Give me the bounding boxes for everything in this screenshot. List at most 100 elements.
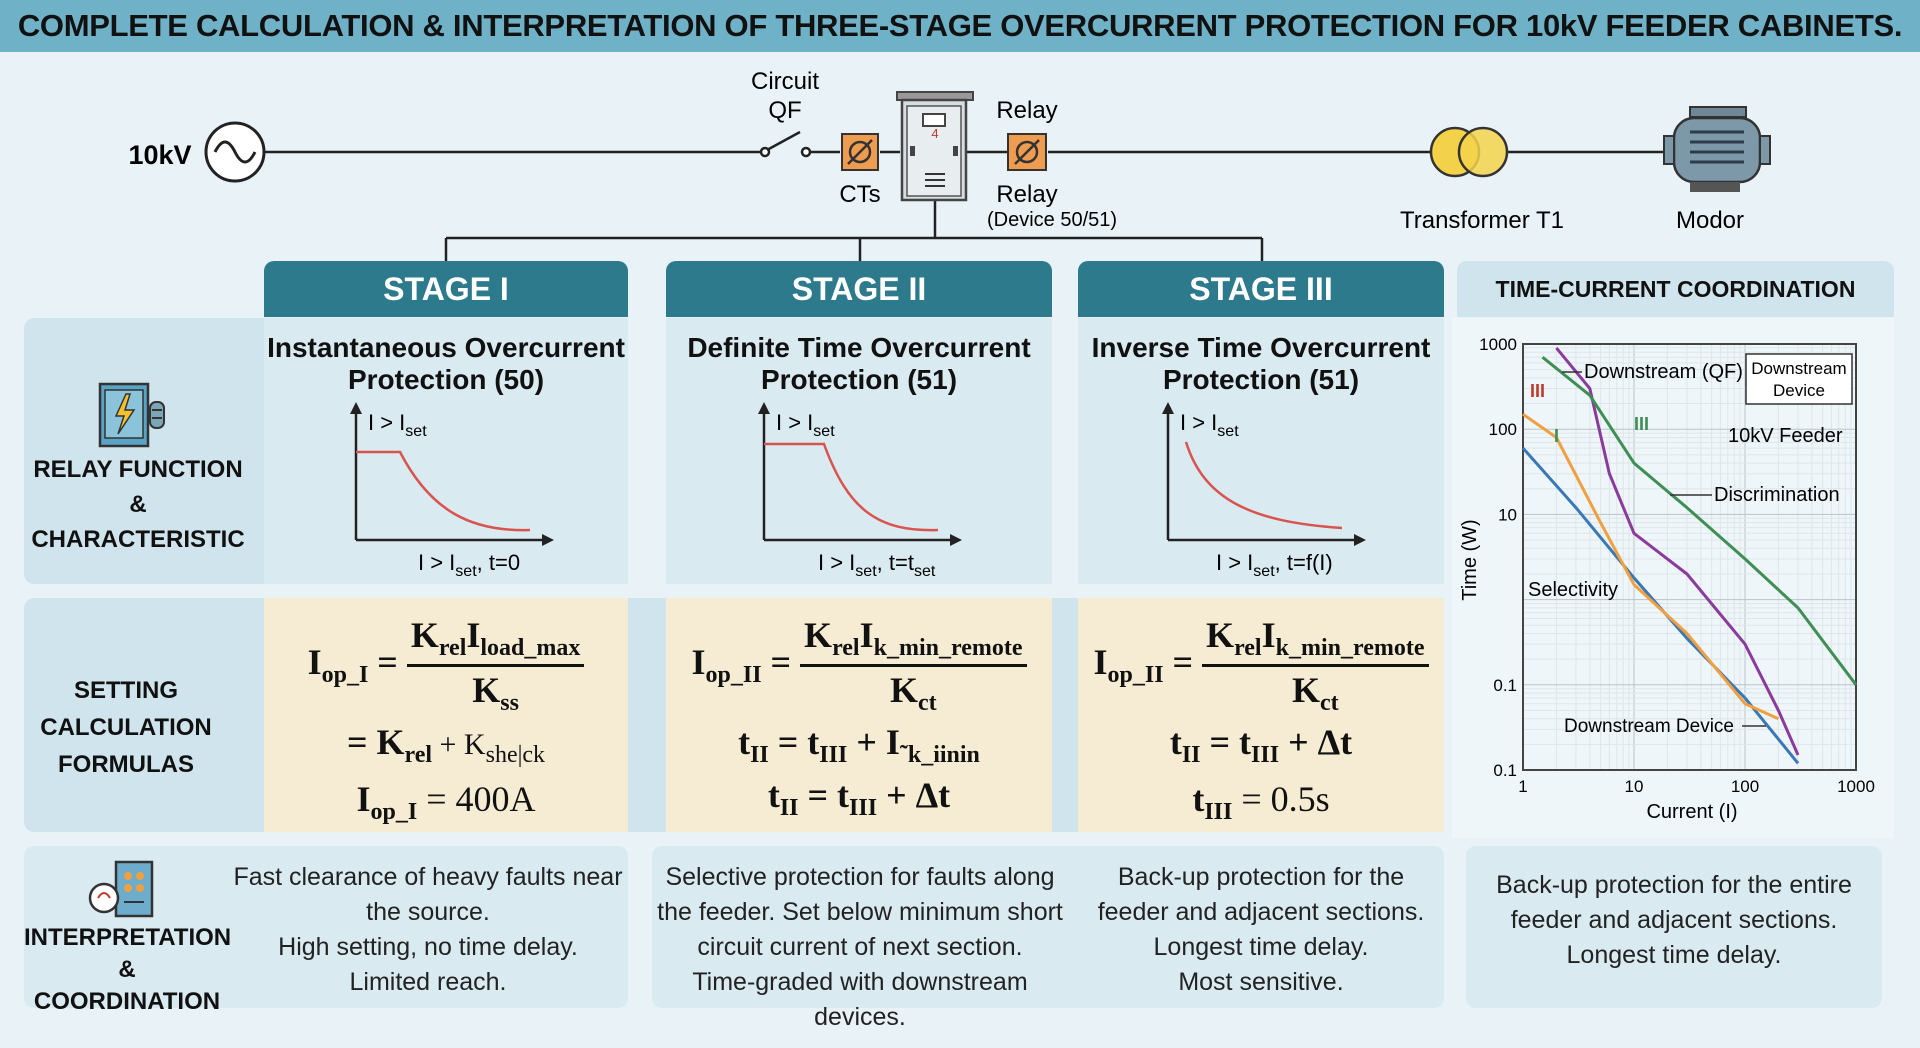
stage-3-formula-line2: tII = tIII + Δt xyxy=(1169,722,1353,769)
tcc-interp-2: feeder and adjacent sections. xyxy=(1510,906,1838,934)
stage-2-formula-cell xyxy=(666,598,1052,832)
tcc-series-group xyxy=(1521,346,1858,765)
stage-2-interp: Selective protection for faults along th… xyxy=(652,860,1068,1035)
motor-icon xyxy=(1663,106,1771,192)
stage-3-formula-cell xyxy=(1078,598,1444,832)
stage-1-formula-line2: = Krel + Kshe|ck xyxy=(346,722,546,769)
stage-1-characteristic-graph: I > Iset I > Iset, t=0 xyxy=(350,402,554,580)
stage-3-interp-4: Most sensitive. xyxy=(1178,968,1344,996)
stage-2-curve xyxy=(764,442,939,532)
stage-2-formula-line3: tII = tIII + Δt xyxy=(767,774,951,821)
row-label-interp-1: INTERPRETATION xyxy=(24,924,232,951)
tcc-ytick-label: 0.1 xyxy=(1493,761,1517,780)
breaker-label-2: QF xyxy=(768,97,801,124)
stage-2-interp-3: circuit current of next section. xyxy=(697,933,1023,961)
stage-3-characteristic-graph: I > Iset I > Iset, t=f(I) xyxy=(1162,402,1366,580)
row-interp-panel-3 xyxy=(1466,846,1882,1008)
breaker-label-1: Circuit xyxy=(751,68,819,95)
tcc-xtick-label: 1000 xyxy=(1837,777,1875,796)
cabinet-marker: 4 xyxy=(931,126,938,141)
tcc-ytick-label: 100 xyxy=(1489,420,1517,439)
ac-source-icon xyxy=(204,121,266,183)
stage-3-formula-line3: tIII = 0.5s xyxy=(1192,778,1330,825)
tcc-ann-feeder: 10kV Feeder xyxy=(1728,425,1843,447)
stage-1-interp: Fast clearance of heavy faults near the … xyxy=(228,860,628,1000)
row-label-interp: INTERPRETATION & COORDINATION xyxy=(24,922,232,1018)
stage-1-formula: Iop_I = KrelIload_max Kss = Krel + Kshe|c… xyxy=(264,614,628,826)
stage-1-header: STAGE I xyxy=(264,261,628,317)
stage-3-curve xyxy=(1184,441,1343,530)
tcc-xtick-label: 10 xyxy=(1625,777,1644,796)
tcc-header: TIME-CURRENT COORDINATION CURVE xyxy=(1457,261,1894,358)
relay-function-icon xyxy=(98,382,165,448)
row-label-setting: SETTING CALCULATION FORMULAS xyxy=(24,672,228,783)
ct-icon xyxy=(841,133,879,171)
tcc-ytick-label: 1000 xyxy=(1479,335,1517,354)
stage-3-interp-3: Longest time delay. xyxy=(1153,933,1369,961)
stage-2-title-2: Protection (51) xyxy=(760,364,958,395)
tcc-xtick-label: 100 xyxy=(1731,777,1759,796)
stage-2-formula-line2: tII = tIII + I˜k_iinin xyxy=(738,722,980,769)
stage-2-formula-line1: Iop_II = KrelIk_min_remote Kct xyxy=(666,614,1052,717)
circuit-breaker-icon xyxy=(759,130,812,158)
interpretation-icon xyxy=(88,860,154,918)
relay-device-label: (Device 50/51) xyxy=(987,209,1117,231)
stage-2-characteristic-graph: I > Iset I > Iset, t=tset xyxy=(758,402,962,580)
stage-2-interp-1: Selective protection for faults along xyxy=(665,863,1055,891)
row-label-relay: RELAY FUNCTION & CHARACTERISTIC xyxy=(24,452,252,557)
stage-2-graph-xlabel: I > Iset, t=tset xyxy=(818,550,936,580)
row-label-setting-2: CALCULATION xyxy=(40,714,212,741)
tcc-series-line-4 xyxy=(1541,356,1858,686)
stage-1-formula-cell xyxy=(264,598,628,832)
tcc-interp: Back-up protection for the entire feeder… xyxy=(1466,868,1882,973)
transformer-label: Transformer T1 xyxy=(1400,207,1564,234)
tcc-ann-selectivity: Selectivity xyxy=(1528,579,1618,601)
tcc-legend-2: Device xyxy=(1773,381,1825,400)
cts-label: CTs xyxy=(839,181,880,208)
motor-label: Modor xyxy=(1676,207,1744,234)
stage-3-interp-2: feeder and adjacent sections. xyxy=(1097,898,1425,926)
tcc-ann-discrimination: Discrimination xyxy=(1714,484,1840,506)
stage-1-interp-1: Fast clearance of heavy faults near xyxy=(233,863,623,891)
stage-2-title-1: Definite Time Overcurrent xyxy=(687,332,1031,363)
row-label-relay-1: RELAY FUNCTION & xyxy=(33,456,243,518)
stage-1-title: Instantaneous Overcurrent Protection (50… xyxy=(264,332,628,396)
row-label-setting-1: SETTING xyxy=(73,677,178,704)
stage-3-graph-xlabel: I > Iset, t=f(I) xyxy=(1216,550,1333,580)
tcc-ann-downstream-qf: Downstream (QF) xyxy=(1584,361,1743,383)
stage-3-header: STAGE III xyxy=(1078,261,1444,317)
stage-1-graph-ylabel: I > Iset xyxy=(368,410,427,440)
tcc-ann-downstream-device: Downstream Device xyxy=(1564,716,1734,737)
stage-1-interp-4: Limited reach. xyxy=(349,968,507,996)
stage-2-header: STAGE II xyxy=(666,261,1052,317)
tcc-series-line-3 xyxy=(1555,346,1800,756)
stage-3-formula-line1: Iop_II = KrelIk_min_remote Kct xyxy=(1078,614,1444,717)
stage-1-formula-line1: Iop_I = KrelIload_max Kss xyxy=(264,614,628,717)
row-label-interp-2: & COORDINATION xyxy=(33,956,221,1015)
stage-3-title: Inverse Time Overcurrent Protection (51) xyxy=(1078,332,1444,396)
relay-icon xyxy=(1007,133,1047,171)
stage-2-interp-2: the feeder. Set below minimum short xyxy=(657,898,1063,926)
stage-2-title: Definite Time Overcurrent Protection (51… xyxy=(666,332,1052,396)
stage-2-formula: Iop_II = KrelIk_min_remote Kct tII = tIII… xyxy=(666,614,1052,822)
stage-2-interp-4: Time-graded with downstream devices. xyxy=(692,968,1028,1031)
tcc-xtick-label: 1 xyxy=(1518,777,1527,796)
stage-1-title-2: Protection (50) xyxy=(347,364,545,395)
stage-3-graph-ylabel: I > Iset xyxy=(1180,410,1239,440)
stage-1-title-1: Instantaneous Overcurrent xyxy=(267,332,625,363)
single-line-diagram: 10kV Circuit QF CTs 4 Relay Relay (Devic… xyxy=(128,68,1771,261)
row-label-relay-2: CHARACTERISTIC xyxy=(31,526,245,553)
tcc-ytick-label: 10 xyxy=(1498,505,1517,524)
tcc-ytick-label: 0.1 xyxy=(1493,676,1517,695)
page-title: COMPLETE CALCULATION & INTERPRETATION OF… xyxy=(17,8,1903,43)
source-label: 10kV xyxy=(128,140,191,170)
tcc-legend-1: Downstream xyxy=(1751,359,1846,378)
tcc-mark-i: I xyxy=(1554,426,1559,446)
tcc-grid xyxy=(1522,344,1856,771)
stage-1-graph-xlabel: I > Iset, t=0 xyxy=(418,550,520,580)
relay-bottom-label: Relay xyxy=(996,181,1057,208)
tcc-plot-frame xyxy=(1522,343,1857,771)
tcc-interp-1: Back-up protection for the entire xyxy=(1496,871,1852,899)
stage-1-interp-3: High setting, no time delay. xyxy=(278,933,578,961)
